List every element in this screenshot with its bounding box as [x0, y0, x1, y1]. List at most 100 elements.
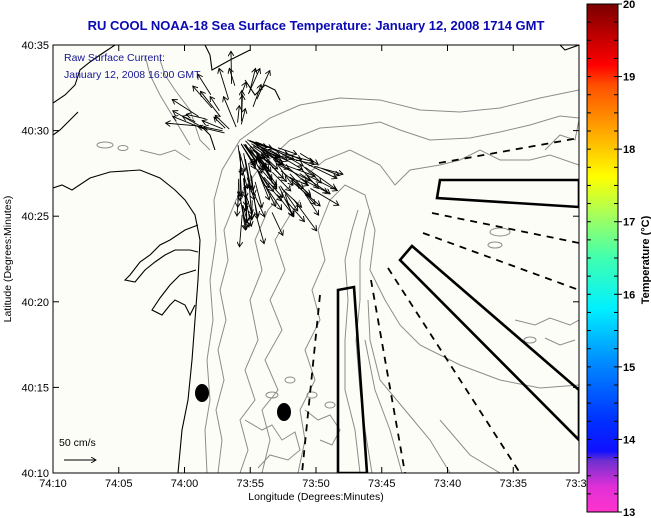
- colorbar-tick-label: 16: [623, 289, 635, 301]
- current-vector: [271, 212, 283, 235]
- x-tick-label: 73:35: [499, 478, 527, 490]
- y-axis: 40:10 40:15 40:20 40:25 40:30 40:35: [21, 40, 579, 480]
- colorbar-tick-label: 13: [623, 507, 635, 518]
- figure-title: RU COOL NOAA-18 Sea Surface Temperature:…: [88, 18, 545, 33]
- current-vector: [256, 216, 265, 244]
- current-vector: [249, 185, 251, 220]
- current-vector: [238, 150, 245, 171]
- current-vector: [249, 140, 268, 147]
- current-vector: [245, 150, 255, 169]
- current-vector: [242, 95, 243, 112]
- vector-scale-label: 50 cm/s: [59, 437, 96, 449]
- x-tick-label: 74:00: [171, 478, 199, 490]
- current-vector: [239, 214, 242, 247]
- study-area-polygons: [336, 178, 579, 473]
- x-tick-label: 73:40: [434, 478, 462, 490]
- current-vector: [314, 165, 343, 174]
- current-vector: [284, 194, 292, 216]
- y-tick-label: 40:15: [21, 382, 49, 394]
- current-vector: [166, 123, 199, 126]
- annotation-line-2: January 12, 2008 16:00 GMT: [64, 69, 201, 81]
- current-vector: [302, 161, 337, 178]
- current-vector: [186, 114, 206, 120]
- current-vector: [268, 146, 304, 166]
- current-vector: [299, 173, 330, 193]
- current-vector: [172, 100, 199, 117]
- current-vector: [306, 174, 337, 191]
- x-axis-label: Longitude (Degrees:Minutes): [248, 491, 383, 503]
- current-vector: [250, 146, 264, 158]
- current-vector: [256, 71, 270, 100]
- current-vector: [237, 145, 242, 175]
- y-tick-label: 40:30: [21, 126, 49, 138]
- current-vector: [238, 106, 240, 123]
- current-vector: [240, 109, 245, 125]
- current-vector: [303, 166, 322, 183]
- dashed-guide-lines: [301, 137, 579, 473]
- bathymetry-contours: [96, 54, 579, 473]
- y-tick-label: 40:35: [21, 40, 49, 52]
- current-vector: [254, 143, 280, 156]
- current-vector: [254, 199, 257, 219]
- surface-current-vectors: [166, 51, 343, 247]
- current-vector: [198, 74, 212, 96]
- y-tick-label: 40:25: [21, 211, 49, 223]
- current-vector: [200, 91, 221, 117]
- colorbar-label: Temperature (°C): [640, 215, 651, 304]
- current-vector: [268, 148, 303, 169]
- annotation-line-1: Raw Surface Current:: [64, 52, 165, 64]
- current-vector: [203, 127, 223, 132]
- current-vector: [287, 167, 307, 184]
- buoy-dot: [277, 403, 291, 421]
- colorbar-ticks: 13 14 15 16 17 18 19 20: [587, 0, 636, 518]
- colorbar-tick-label: 20: [623, 0, 635, 11]
- current-vector: [202, 121, 223, 130]
- x-tick-label: 74:05: [105, 478, 133, 490]
- current-vector: [219, 68, 230, 100]
- current-vector: [245, 143, 262, 173]
- current-vector: [289, 176, 311, 195]
- x-axis: 74:10 74:05 74:00 73:55 73:50 73:45 73:40 73:35…: [39, 45, 593, 490]
- current-vector: [224, 97, 237, 128]
- coastline: [53, 45, 579, 473]
- polygon-southeast: [398, 244, 579, 442]
- colorbar-tick-label: 18: [623, 144, 635, 156]
- y-tick-label: 40:20: [21, 297, 49, 309]
- current-vector: [214, 117, 226, 129]
- colorbar-tick-label: 17: [623, 217, 635, 229]
- plot-area: [53, 45, 579, 473]
- current-vector: [229, 68, 236, 86]
- current-vector: [240, 167, 241, 200]
- current-vector: [244, 158, 251, 189]
- current-vector: [247, 69, 259, 95]
- current-vector: [300, 168, 318, 189]
- current-vector: [254, 181, 262, 208]
- polygon-south: [336, 285, 369, 473]
- current-vector: [256, 155, 277, 189]
- current-vector: [182, 116, 196, 123]
- x-tick-label: 73:30: [565, 478, 593, 490]
- current-vector: [258, 172, 276, 207]
- y-axis-label: Latitude (Degrees:Minutes): [2, 196, 14, 323]
- colorbar: [586, 3, 619, 513]
- current-vector: [231, 51, 232, 84]
- current-vector: [303, 192, 319, 215]
- current-vector: [210, 97, 220, 112]
- buoy-dot: [195, 384, 209, 402]
- colorbar-tick-label: 14: [623, 434, 636, 446]
- y-tick-label: 40:10: [21, 468, 49, 480]
- x-tick-label: 73:55: [236, 478, 264, 490]
- current-vector: [252, 146, 269, 158]
- colorbar-tick-label: 19: [623, 72, 635, 84]
- x-tick-label: 74:10: [39, 478, 67, 490]
- x-tick-label: 73:50: [302, 478, 330, 490]
- current-vector: [252, 85, 261, 108]
- current-vector: [310, 188, 338, 205]
- current-vector: [251, 149, 270, 165]
- colorbar-tick-label: 15: [623, 362, 635, 374]
- polygon-east: [435, 178, 579, 209]
- x-tick-label: 73:45: [368, 478, 396, 490]
- current-vector: [279, 185, 297, 211]
- current-vector: [281, 188, 302, 208]
